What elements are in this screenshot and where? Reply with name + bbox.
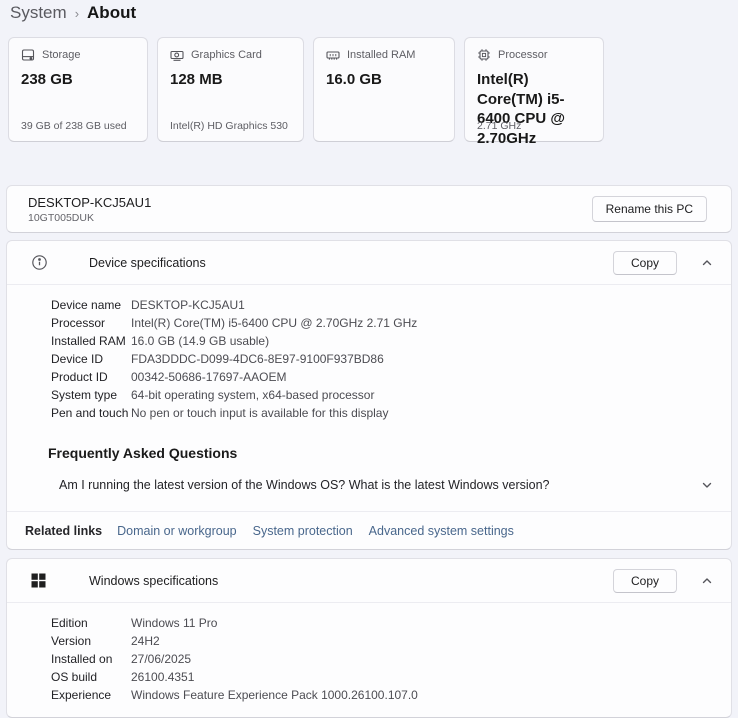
faq-block: Frequently Asked Questions Am I running … <box>7 431 731 512</box>
installed-ram-value: 16.0 GB <box>326 71 382 88</box>
related-links-row: Related links Domain or workgroup System… <box>7 512 731 549</box>
breadcrumb: System › About <box>10 3 136 23</box>
spec-row-experience: Experience Windows Feature Experience Pa… <box>51 688 418 702</box>
link-system-protection[interactable]: System protection <box>252 523 353 538</box>
device-specifications-header[interactable]: Device specifications Copy <box>7 241 731 285</box>
device-specifications-section: Device specifications Copy Device name D… <box>6 240 732 550</box>
processor-card-label: Processor <box>498 49 548 61</box>
device-serial: 10GT005DUK <box>28 211 94 224</box>
breadcrumb-system[interactable]: System <box>10 3 67 22</box>
cpu-icon <box>478 49 490 61</box>
windows-spec-rows: Edition Windows 11 Pro Version 24H2 Inst… <box>7 603 731 713</box>
spec-row-pen-and-touch: Pen and touch No pen or touch input is a… <box>51 406 389 420</box>
related-links-label: Related links <box>25 523 103 538</box>
graphics-card-subtitle: Intel(R) HD Graphics 530 <box>170 120 288 132</box>
spec-row-processor: Processor Intel(R) Core(TM) i5-6400 CPU … <box>51 316 418 330</box>
faq-question: Am I running the latest version of the W… <box>59 478 550 492</box>
device-specs-copy-button[interactable]: Copy <box>612 250 677 275</box>
info-icon <box>32 255 47 270</box>
windows-specifications-section: Windows specifications Copy Edition Wind… <box>6 558 732 718</box>
spec-row-installed-on: Installed on 27/06/2025 <box>51 652 192 666</box>
storage-card[interactable]: Storage 238 GB 39 GB of 238 GB used <box>8 37 148 142</box>
device-name-card: DESKTOP-KCJ5AU1 10GT005DUK Rename this P… <box>6 185 732 233</box>
storage-card-subtitle: 39 GB of 238 GB used <box>21 120 127 132</box>
device-spec-rows: Device name DESKTOP-KCJ5AU1 Processor In… <box>7 285 731 431</box>
spec-row-device-id: Device ID FDA3DDDC-D099-4DC6-8E97-9100F9… <box>51 352 384 366</box>
storage-card-label: Storage <box>42 49 81 61</box>
breadcrumb-separator-icon: › <box>74 6 80 21</box>
installed-ram-card[interactable]: Installed RAM 16.0 GB <box>313 37 455 142</box>
processor-card[interactable]: Processor Intel(R) Core(TM) i5-6400 CPU … <box>464 37 604 147</box>
spec-row-os-build: OS build 26100.4351 <box>51 670 195 684</box>
graphics-card-value: 128 MB <box>170 71 223 88</box>
page-title: About <box>87 3 137 22</box>
device-name: DESKTOP-KCJ5AU1 <box>28 194 152 210</box>
processor-card-subtitle: 2.71 GHz <box>477 120 522 132</box>
spec-row-installed-ram: Installed RAM 16.0 GB (14.9 GB usable) <box>51 334 270 348</box>
windows-specs-copy-button[interactable]: Copy <box>612 568 677 593</box>
windows-specifications-title: Windows specifications <box>89 573 219 588</box>
chevron-up-icon[interactable] <box>699 573 715 589</box>
link-advanced-system-settings[interactable]: Advanced system settings <box>368 523 514 538</box>
graphics-card-label: Graphics Card <box>191 49 262 61</box>
faq-heading: Frequently Asked Questions <box>48 445 238 461</box>
device-specifications-title: Device specifications <box>89 255 206 270</box>
spec-row-product-id: Product ID 00342-50686-17697-AAOEM <box>51 370 287 384</box>
spec-row-version: Version 24H2 <box>51 634 160 648</box>
chevron-down-icon[interactable] <box>699 477 715 493</box>
spec-row-device-name: Device name DESKTOP-KCJ5AU1 <box>51 298 245 312</box>
windows-logo-icon <box>31 573 46 588</box>
spec-row-edition: Edition Windows 11 Pro <box>51 616 218 630</box>
storage-icon <box>21 49 35 61</box>
summary-cards-row: Storage 238 GB 39 GB of 238 GB used Grap… <box>8 37 604 147</box>
processor-card-value: Intel(R) Core(TM) i5-6400 CPU @ 2.70GHz <box>477 71 566 147</box>
spec-row-system-type: System type 64-bit operating system, x64… <box>51 388 375 402</box>
ram-icon <box>326 51 340 60</box>
chevron-up-icon[interactable] <box>699 255 715 271</box>
graphics-card-card[interactable]: Graphics Card 128 MB Intel(R) HD Graphic… <box>157 37 304 142</box>
windows-specifications-header[interactable]: Windows specifications Copy <box>7 559 731 603</box>
rename-pc-button[interactable]: Rename this PC <box>591 196 707 222</box>
storage-card-value: 238 GB <box>21 71 73 88</box>
link-domain-or-workgroup[interactable]: Domain or workgroup <box>117 523 237 538</box>
installed-ram-label: Installed RAM <box>347 49 416 61</box>
faq-question-row[interactable]: Am I running the latest version of the W… <box>7 477 731 493</box>
gpu-icon <box>170 50 184 61</box>
